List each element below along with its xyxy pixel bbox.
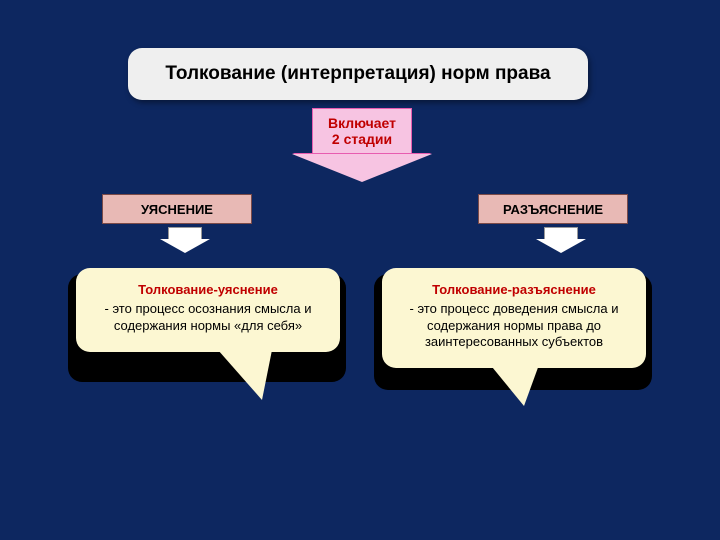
callout-right: Толкование-разъяснение - это процесс дов… xyxy=(382,268,646,368)
center-arrow-body: Включает 2 стадии xyxy=(312,108,412,154)
small-arrow-left-body xyxy=(168,227,202,239)
small-arrow-right-head xyxy=(536,239,586,253)
small-arrow-right-body xyxy=(544,227,578,239)
title-box: Толкование (интерпретация) норм права xyxy=(128,48,588,100)
center-arrow-line1: Включает xyxy=(328,115,396,131)
callout-left: Толкование-уяснение - это процесс осозна… xyxy=(76,268,340,352)
stage-label-left: УЯСНЕНИЕ xyxy=(141,202,213,217)
stage-label-right: РАЗЪЯСНЕНИЕ xyxy=(503,202,603,217)
center-arrow-head xyxy=(292,154,432,182)
small-arrow-left xyxy=(160,227,210,253)
small-arrow-right xyxy=(536,227,586,253)
callout-right-title: Толкование-разъяснение xyxy=(398,282,630,298)
title-text: Толкование (интерпретация) норм права xyxy=(165,63,550,85)
stage-box-right: РАЗЪЯСНЕНИЕ xyxy=(478,194,628,224)
callout-left-title: Толкование-уяснение xyxy=(92,282,324,298)
callout-left-body: - это процесс осознания смысла и содержа… xyxy=(105,301,312,332)
small-arrow-left-head xyxy=(160,239,210,253)
stage-box-left: УЯСНЕНИЕ xyxy=(102,194,252,224)
callout-right-body: - это процесс доведения смысла и содержа… xyxy=(410,301,619,349)
center-arrow-line2: 2 стадии xyxy=(332,131,392,147)
center-arrow: Включает 2 стадии xyxy=(292,108,432,182)
